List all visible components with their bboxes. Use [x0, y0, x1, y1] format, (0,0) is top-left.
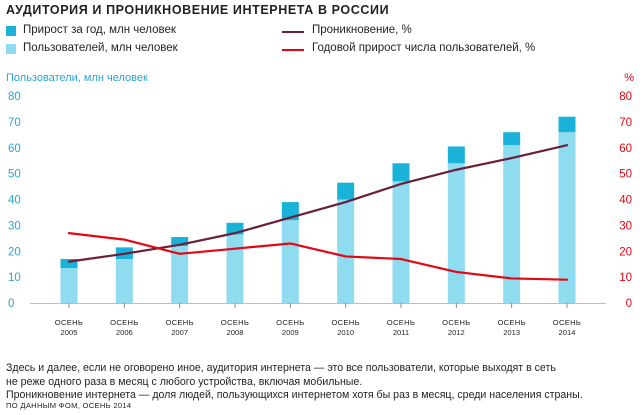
- x-tick-label-season: ОСЕНЬ: [165, 318, 193, 327]
- bar-users: [281, 220, 299, 303]
- chart-title: АУДИТОРИЯ И ПРОНИКНОВЕНИЕ ИНТЕРНЕТА В РО…: [6, 3, 390, 17]
- bar-users: [558, 132, 576, 303]
- x-tick-label-year: 2005: [61, 328, 78, 337]
- x-tick-label-year: 2006: [116, 328, 133, 337]
- footnote-line-3: Проникновение интернета — доля людей, по…: [6, 389, 583, 401]
- left-tick-label: 50: [8, 169, 21, 181]
- bar-growth: [503, 132, 521, 146]
- bar-users: [503, 145, 521, 303]
- right-tick-label: 20: [619, 246, 632, 258]
- footnote-line-2: не реже одного раза в месяц с любого уст…: [6, 375, 363, 388]
- x-tick-label-year: 2014: [559, 328, 576, 337]
- right-tick-label: 50: [619, 169, 632, 181]
- legend-swatch-annual-growth: [282, 49, 304, 51]
- left-tick-label: 80: [8, 91, 21, 103]
- bar-growth: [337, 182, 355, 200]
- x-tick-label-year: 2007: [171, 328, 188, 337]
- legend-swatch-growth: [6, 26, 16, 36]
- x-tick-label-season: ОСЕНЬ: [497, 318, 525, 327]
- bar-growth: [392, 163, 410, 182]
- legend-label-growth: Прирост за год, млн человек: [23, 24, 176, 36]
- bar-growth: [226, 222, 244, 235]
- right-tick-label: 10: [619, 272, 632, 284]
- legend-label-users: Пользователей, млн человек: [23, 42, 178, 54]
- left-axis-title: Пользователи, млн человек: [6, 72, 148, 84]
- left-tick-label: 30: [8, 220, 21, 232]
- x-tick-label-season: ОСЕНЬ: [387, 318, 415, 327]
- bar-users: [60, 268, 78, 303]
- bar-growth: [558, 116, 576, 133]
- left-tick-label: 20: [8, 246, 21, 258]
- bar-users: [337, 199, 355, 303]
- right-tick-label: 80: [619, 91, 632, 103]
- bar-users: [226, 234, 244, 303]
- x-tick-label-season: ОСЕНЬ: [553, 318, 581, 327]
- source-note: ПО ДАННЫМ ФОМ, ОСЕНЬ 2014: [6, 401, 132, 410]
- footnotes: Здесь и далее, если не оговорено иное, а…: [6, 362, 583, 403]
- left-tick-label: 70: [8, 117, 21, 129]
- legend-label-penetration: Проникновение, %: [312, 24, 412, 36]
- right-tick-label: 70: [619, 117, 632, 129]
- right-tick-label: 0: [626, 298, 632, 310]
- bar-users: [392, 181, 410, 303]
- x-tick-label-year: 2010: [337, 328, 354, 337]
- right-tick-label: 40: [619, 195, 632, 207]
- legend-swatch-users: [6, 44, 16, 54]
- left-tick-label: 60: [8, 143, 21, 155]
- x-tick-label-season: ОСЕНЬ: [55, 318, 83, 327]
- right-axis-title: %: [624, 72, 634, 84]
- bar-users: [115, 259, 133, 303]
- left-tick-label: 0: [8, 298, 14, 310]
- legend-swatch-penetration: [282, 31, 304, 33]
- bar-users: [447, 163, 465, 303]
- x-tick-label-year: 2012: [448, 328, 465, 337]
- footnote-line-1: Здесь и далее, если не оговорено иное, а…: [6, 362, 556, 374]
- bar-growth: [60, 259, 78, 269]
- right-tick-label: 60: [619, 143, 632, 155]
- x-tick-label-year: 2008: [227, 328, 244, 337]
- line-annual-growth: [67, 232, 569, 281]
- legend-label-annual-growth: Годовой прирост числа пользователей, %: [312, 42, 536, 54]
- bar-growth: [171, 237, 189, 247]
- x-tick-label-year: 2013: [503, 328, 520, 337]
- bar-growth: [447, 146, 465, 164]
- x-tick-label-year: 2009: [282, 328, 299, 337]
- line-penetration: [67, 144, 569, 263]
- x-tick-label-season: ОСЕНЬ: [221, 318, 249, 327]
- x-tick-label-year: 2011: [393, 328, 409, 337]
- x-tick-label-season: ОСЕНЬ: [110, 318, 138, 327]
- bar-users: [171, 246, 189, 303]
- left-tick-label: 40: [8, 195, 21, 207]
- right-tick-label: 30: [619, 220, 632, 232]
- x-tick-label-season: ОСЕНЬ: [276, 318, 304, 327]
- left-tick-label: 10: [8, 272, 21, 284]
- x-tick-label-season: ОСЕНЬ: [331, 318, 359, 327]
- x-tick-label-season: ОСЕНЬ: [442, 318, 470, 327]
